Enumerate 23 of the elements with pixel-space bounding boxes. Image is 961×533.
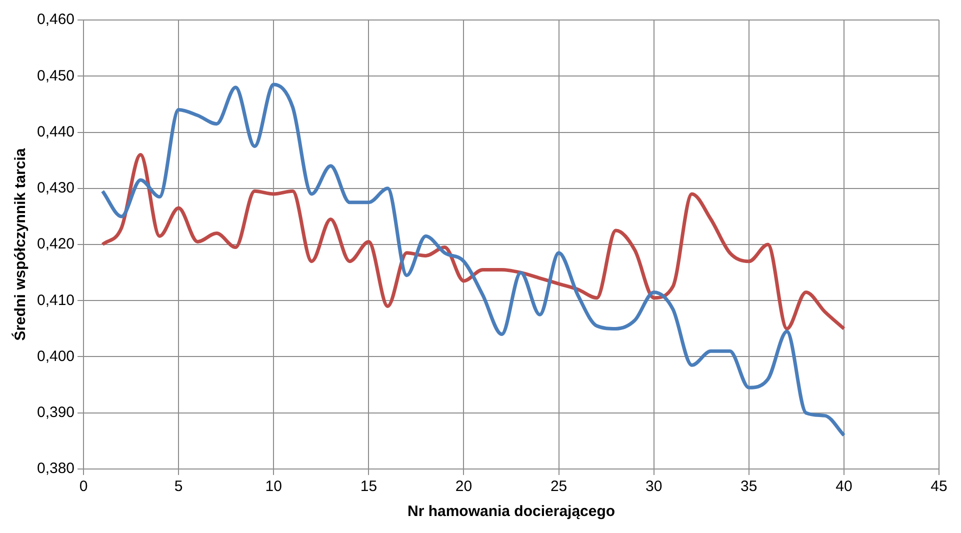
line-series <box>100 82 846 438</box>
y-axis-title: Średni współczynnik tarcia <box>11 148 30 341</box>
x-tick-label: 0 <box>79 478 88 496</box>
x-tick-label: 20 <box>455 478 472 496</box>
x-tick-label: 45 <box>930 478 948 496</box>
x-tick-label: 10 <box>265 478 282 496</box>
y-tick-label: 0,400 <box>36 348 75 365</box>
x-tick-label: 25 <box>550 478 568 496</box>
y-tick-label: 0,430 <box>36 180 75 197</box>
line-series <box>100 152 846 330</box>
y-tick-label: 0,460 <box>36 11 75 28</box>
x-tick-label: 15 <box>360 478 378 496</box>
y-tick-label: 0,390 <box>36 404 75 422</box>
x-tick-label: 30 <box>646 478 662 496</box>
y-tick-label: 0,410 <box>36 292 75 309</box>
y-tick-label: 0,380 <box>36 460 75 478</box>
x-tick-label: 35 <box>740 478 758 496</box>
x-tick-label: 5 <box>174 478 183 496</box>
y-tick-label: 0,440 <box>36 123 75 140</box>
x-tick-label: 40 <box>836 478 852 496</box>
y-tick-label: 0,450 <box>36 67 75 84</box>
x-axis-title: Nr hamowania docierającego <box>407 503 616 520</box>
y-tick-label: 0,420 <box>36 236 75 253</box>
